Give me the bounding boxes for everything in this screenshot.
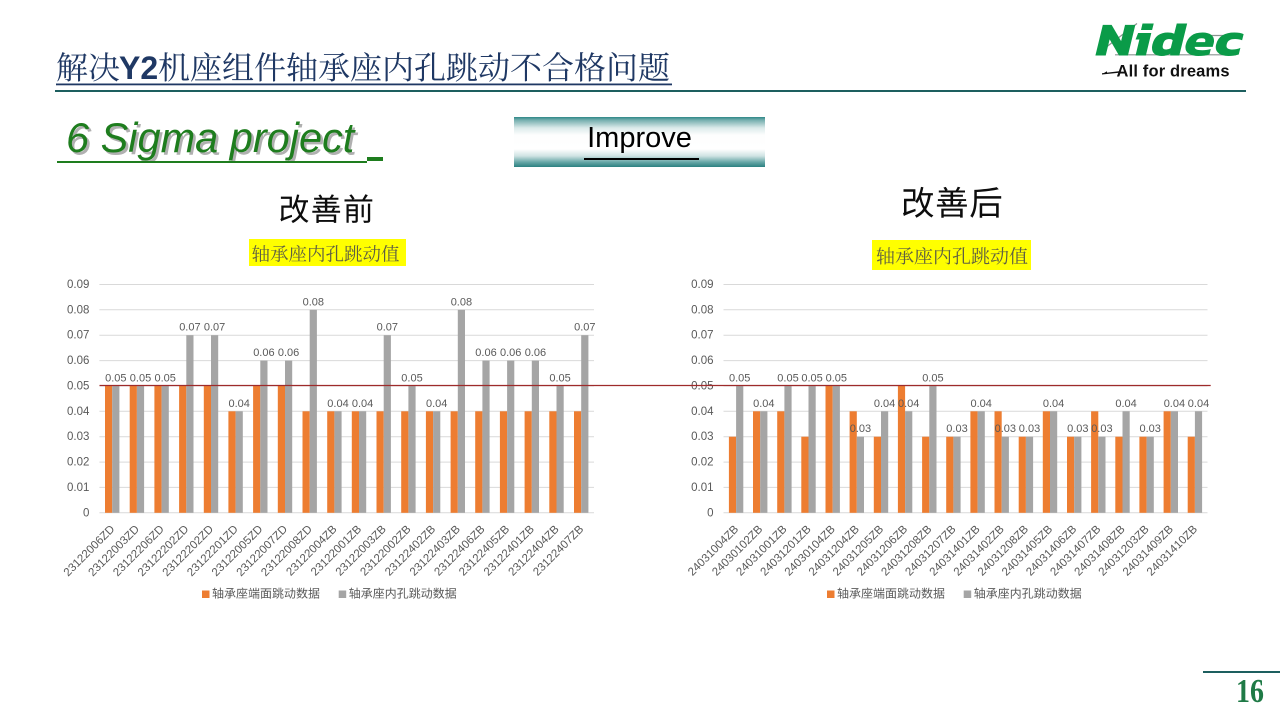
- svg-text:0.08: 0.08: [451, 296, 472, 308]
- svg-text:0.05: 0.05: [691, 380, 713, 392]
- svg-text:0.04: 0.04: [1043, 398, 1064, 410]
- svg-text:0.04: 0.04: [874, 398, 895, 410]
- svg-text:0.05: 0.05: [67, 380, 89, 392]
- svg-text:0.09: 0.09: [67, 279, 89, 291]
- svg-text:0.04: 0.04: [327, 398, 348, 410]
- svg-text:0.06: 0.06: [253, 347, 274, 359]
- svg-text:0.05: 0.05: [154, 372, 175, 384]
- svg-text:0.04: 0.04: [67, 406, 90, 418]
- svg-text:0.04: 0.04: [228, 398, 249, 410]
- svg-text:0.03: 0.03: [1067, 423, 1088, 435]
- svg-text:0.05: 0.05: [549, 372, 570, 384]
- svg-text:0.02: 0.02: [691, 457, 713, 469]
- svg-text:0.04: 0.04: [1188, 398, 1209, 410]
- svg-text:0.01: 0.01: [691, 482, 713, 494]
- svg-text:0.06: 0.06: [691, 355, 713, 367]
- svg-text:0.07: 0.07: [179, 322, 200, 334]
- svg-text:0.03: 0.03: [1019, 423, 1040, 435]
- svg-text:0.05: 0.05: [105, 372, 126, 384]
- svg-text:0.03: 0.03: [1139, 423, 1160, 435]
- svg-text:0.02: 0.02: [67, 457, 89, 469]
- svg-text:0.05: 0.05: [826, 372, 847, 384]
- svg-text:0.05: 0.05: [729, 372, 750, 384]
- svg-text:0.03: 0.03: [1091, 423, 1112, 435]
- svg-text:0.08: 0.08: [67, 304, 89, 316]
- svg-text:0.05: 0.05: [922, 372, 943, 384]
- svg-text:0.04: 0.04: [898, 398, 919, 410]
- svg-text:0.04: 0.04: [426, 398, 447, 410]
- svg-text:0.06: 0.06: [475, 347, 496, 359]
- svg-text:0.05: 0.05: [130, 372, 151, 384]
- svg-text:0.03: 0.03: [67, 431, 89, 443]
- svg-text:0.04: 0.04: [1115, 398, 1136, 410]
- svg-text:0.06: 0.06: [67, 355, 89, 367]
- svg-text:0.03: 0.03: [995, 423, 1016, 435]
- svg-text:All for dreams: All for dreams: [1117, 63, 1230, 81]
- svg-text:0.06: 0.06: [525, 347, 546, 359]
- svg-text:0.05: 0.05: [777, 372, 798, 384]
- svg-text:0.01: 0.01: [67, 482, 89, 494]
- svg-text:0: 0: [707, 507, 713, 519]
- svg-text:0: 0: [83, 507, 89, 519]
- svg-text:0.04: 0.04: [691, 406, 714, 418]
- svg-text:0.08: 0.08: [691, 304, 713, 316]
- svg-text:0.04: 0.04: [970, 398, 991, 410]
- svg-text:0.03: 0.03: [691, 431, 713, 443]
- svg-text:0.04: 0.04: [352, 398, 373, 410]
- svg-text:0.05: 0.05: [801, 372, 822, 384]
- svg-text:0.06: 0.06: [278, 347, 299, 359]
- svg-text:0.07: 0.07: [377, 322, 398, 334]
- svg-text:0.04: 0.04: [753, 398, 774, 410]
- svg-text:0.07: 0.07: [691, 330, 713, 342]
- svg-text:0.04: 0.04: [1164, 398, 1185, 410]
- svg-text:0.03: 0.03: [946, 423, 967, 435]
- svg-text:0.07: 0.07: [204, 322, 225, 334]
- svg-text:0.06: 0.06: [500, 347, 521, 359]
- svg-text:0.08: 0.08: [303, 296, 324, 308]
- svg-text:Y2: Y2: [119, 50, 158, 86]
- svg-text:0.07: 0.07: [67, 330, 89, 342]
- svg-text:0.03: 0.03: [850, 423, 871, 435]
- svg-text:0.05: 0.05: [401, 372, 422, 384]
- svg-text:0.07: 0.07: [574, 322, 595, 334]
- svg-text:0.09: 0.09: [691, 279, 713, 291]
